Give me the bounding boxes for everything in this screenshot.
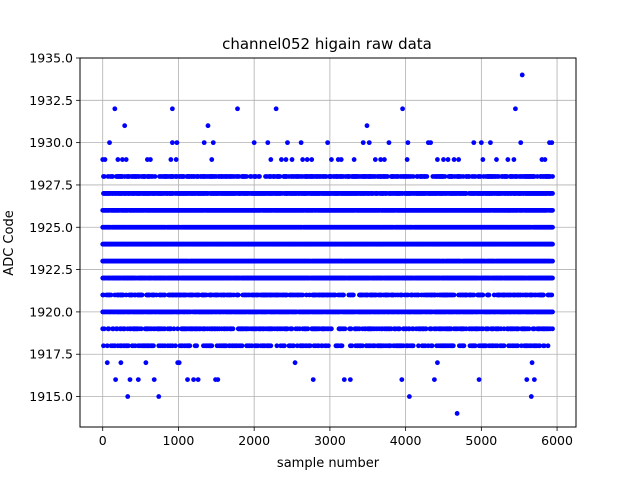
data-point — [550, 191, 555, 196]
data-point — [139, 292, 145, 298]
data-point — [274, 343, 280, 349]
data-point — [175, 326, 181, 332]
data-point — [451, 292, 457, 298]
data-point — [156, 394, 162, 399]
data-point — [429, 343, 435, 349]
data-point — [305, 326, 311, 332]
data-point — [176, 360, 182, 366]
data-point — [329, 326, 334, 332]
data-point — [407, 394, 412, 399]
data-point — [151, 343, 156, 349]
data-point — [399, 377, 405, 383]
data-point — [528, 394, 534, 399]
chart-title: channel052 higain raw data — [222, 35, 432, 53]
data-point — [289, 326, 295, 332]
data-point — [431, 377, 437, 383]
data-point — [291, 343, 296, 349]
data-point — [550, 207, 555, 213]
data-point — [435, 360, 440, 366]
data-point — [476, 377, 482, 383]
data-point — [191, 377, 196, 383]
data-point — [127, 377, 133, 383]
data-point — [342, 326, 348, 332]
data-point — [410, 343, 416, 349]
data-point — [104, 343, 110, 349]
data-point — [185, 377, 190, 383]
data-point — [325, 343, 331, 349]
data-point — [537, 343, 543, 349]
data-point — [162, 292, 168, 298]
data-point — [300, 292, 306, 298]
data-point — [104, 360, 110, 366]
data-point — [529, 360, 535, 366]
data-point — [526, 326, 532, 332]
data-point — [347, 377, 353, 383]
data-point — [341, 292, 346, 298]
data-point — [348, 326, 354, 332]
data-point — [550, 241, 555, 247]
data-point — [187, 343, 193, 349]
data-point — [151, 377, 157, 383]
data-point — [215, 377, 221, 383]
data-point — [292, 360, 298, 366]
data-point — [472, 343, 478, 349]
data-point — [416, 343, 421, 349]
data-point — [397, 326, 402, 332]
data-point — [209, 343, 215, 349]
data-point — [450, 343, 456, 349]
data-point — [515, 343, 521, 349]
data-point — [268, 343, 274, 349]
data-point — [550, 326, 555, 332]
data-point — [360, 343, 365, 349]
data-point — [118, 360, 124, 366]
data-point — [423, 326, 429, 332]
data-point — [235, 292, 241, 298]
data-point — [531, 377, 537, 383]
data-point — [310, 377, 316, 383]
data-point — [173, 343, 178, 349]
data-point — [550, 309, 555, 315]
data-point — [461, 343, 467, 349]
data-point — [341, 377, 347, 383]
data-point — [480, 292, 486, 298]
data-point — [106, 326, 112, 332]
data-point — [108, 292, 114, 298]
data-point — [550, 224, 555, 230]
data-point — [541, 343, 547, 349]
data-point — [239, 343, 245, 349]
data-point — [125, 394, 131, 399]
data-point — [550, 258, 555, 264]
data-point — [152, 174, 158, 179]
data-point — [349, 343, 355, 349]
data-point — [101, 326, 107, 332]
data-point — [486, 292, 492, 298]
data-point — [171, 326, 177, 332]
data-point — [113, 377, 118, 383]
data-point — [541, 292, 546, 298]
data-point — [230, 326, 236, 332]
data-points — [100, 72, 555, 416]
data-point — [126, 343, 131, 349]
data-point — [143, 360, 149, 366]
data-point — [135, 377, 141, 383]
data-point — [195, 377, 201, 383]
data-point — [307, 343, 313, 349]
data-point — [524, 377, 530, 383]
data-point — [549, 292, 555, 298]
data-point — [339, 343, 345, 349]
data-point — [138, 326, 144, 332]
data-point — [350, 292, 356, 298]
data-point — [471, 292, 477, 298]
data-point — [282, 343, 287, 349]
data-point — [194, 343, 200, 349]
data-point — [454, 411, 460, 416]
data-point — [545, 343, 551, 349]
data-point — [550, 275, 555, 281]
data-point — [101, 343, 106, 349]
data-point — [501, 343, 507, 349]
